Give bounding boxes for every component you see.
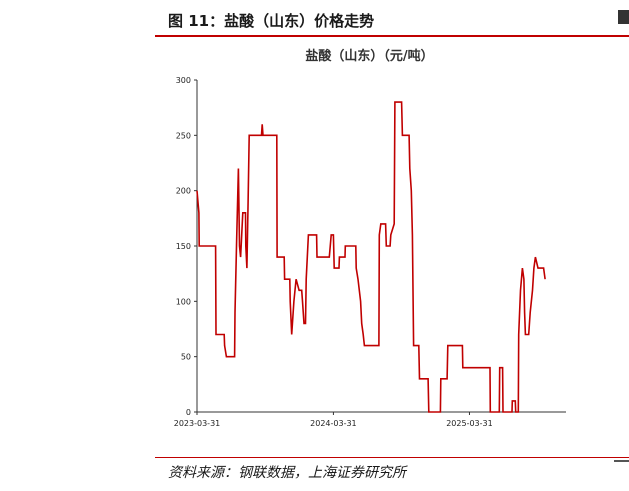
- y-axis-ticks: 0 50 100 150 200 250 300: [176, 76, 197, 417]
- source-note: 资料来源：钢联数据，上海证券研究所: [168, 465, 406, 481]
- series-layer: [196, 101, 546, 413]
- x-tick-label: 2024-03-31: [310, 419, 357, 428]
- x-axis-ticks: 2023-03-31 2024-03-31 2025-03-31: [174, 412, 493, 428]
- figure-title: 图 11：盐酸（山东）价格走势: [168, 12, 375, 30]
- adjacent-panel-fragment: [618, 10, 629, 24]
- chart-title: 盐酸（山东）（元/吨）: [305, 49, 434, 64]
- y-tick-label: 200: [176, 187, 191, 196]
- y-tick-label: 0: [186, 408, 191, 417]
- chart-axes: [196, 80, 566, 413]
- top-rule: [155, 35, 629, 37]
- y-tick-label: 150: [176, 242, 191, 251]
- x-tick-label: 2023-03-31: [174, 419, 221, 428]
- y-tick-label: 300: [176, 76, 191, 85]
- y-tick-label: 50: [181, 353, 191, 362]
- adjacent-panel-fragment-bottom: [614, 460, 629, 462]
- y-tick-label: 100: [176, 297, 191, 306]
- series-line-0: [196, 101, 546, 413]
- bottom-rule: [155, 457, 629, 458]
- y-tick-label: 250: [176, 131, 191, 140]
- x-tick-label: 2025-03-31: [446, 419, 493, 428]
